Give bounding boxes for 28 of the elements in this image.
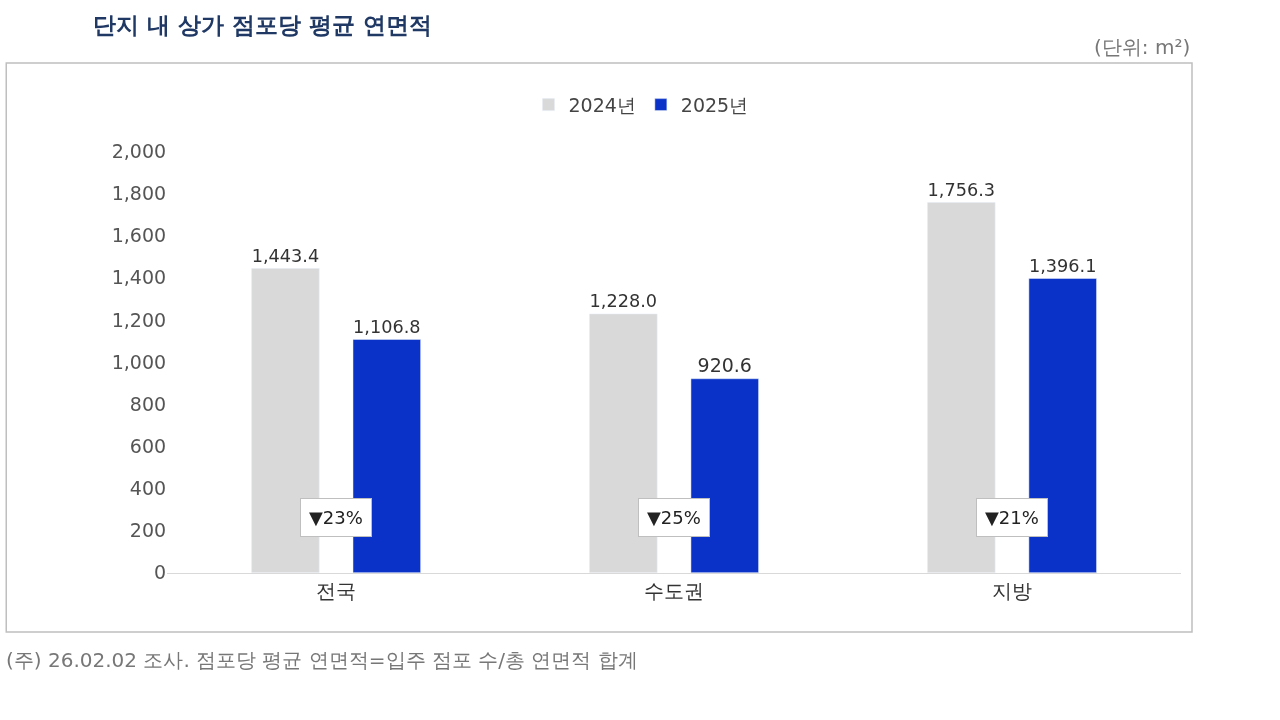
data-label: 1,756.3	[927, 179, 996, 200]
legend-label: 2025년	[680, 94, 749, 117]
text: (단위: m²)	[1094, 35, 1191, 59]
text: (주) 26.02.02 조사. 점포당 평균 연면적=입주 점포 수/총 연면적 합계	[6, 648, 638, 672]
y-tick-label: 400	[129, 477, 167, 500]
y-tick-label: 1,000	[111, 350, 167, 373]
data-label: 1,443.4	[251, 245, 320, 266]
legend-label: 2024년	[568, 94, 636, 117]
y-tick-label: 600	[129, 434, 167, 457]
data-label: 1,396.1	[1028, 255, 1097, 276]
y-tick-label: 1,600	[111, 224, 167, 247]
y-tick-label: 1,200	[111, 308, 167, 331]
chart-title: 단지 내 상가 점포당 평균 연면적	[93, 12, 433, 39]
data-label: 920.6	[697, 353, 752, 376]
y-tick-label: 800	[129, 392, 167, 415]
annotation: ▼23%	[309, 507, 363, 528]
annotation: ▼21%	[985, 507, 1039, 528]
y-tick-label: 1,400	[111, 266, 167, 289]
x-tick-label: 전국	[316, 578, 357, 603]
x-tick-label: 지방	[992, 578, 1033, 603]
x-tick-label: 수도권	[644, 578, 705, 603]
y-tick-label: 1,800	[111, 182, 167, 204]
data-label: 1,228.0	[589, 291, 658, 312]
data-label: 1,106.8	[353, 316, 421, 337]
y-tick-label: 200	[129, 519, 167, 542]
y-tick-label: 0	[154, 561, 167, 584]
y-tick-label: 2,000	[111, 139, 167, 162]
annotation: ▼25%	[647, 507, 701, 528]
